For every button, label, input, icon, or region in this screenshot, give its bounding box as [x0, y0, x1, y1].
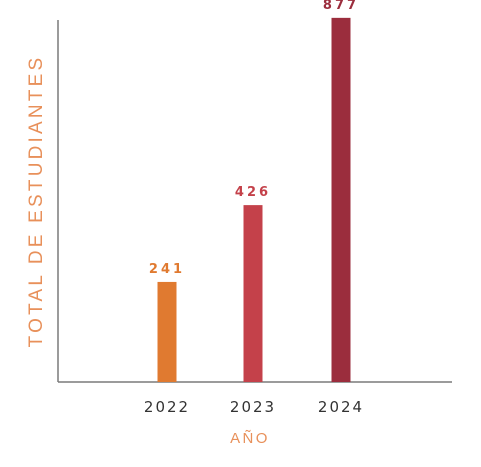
value-label-2024: 877 — [323, 0, 359, 13]
y-axis-label: TOTAL DE ESTUDIANTES — [26, 55, 47, 348]
x-tick-label-2024: 2024 — [318, 398, 364, 416]
x-tick-label-2022: 2022 — [144, 398, 190, 416]
value-labels-group: 241 426 877 — [149, 0, 359, 277]
bar-2022 — [157, 281, 177, 382]
x-tick-label-2023: 2023 — [230, 398, 276, 416]
x-axis-label: AÑO — [230, 430, 270, 447]
bar-2024 — [331, 17, 351, 383]
value-label-2022: 241 — [149, 262, 185, 277]
bars-group — [157, 17, 351, 383]
value-label-2023: 426 — [235, 185, 271, 200]
bar-2023 — [243, 205, 263, 382]
x-tick-labels-group: 2022 2023 2024 — [144, 398, 364, 416]
